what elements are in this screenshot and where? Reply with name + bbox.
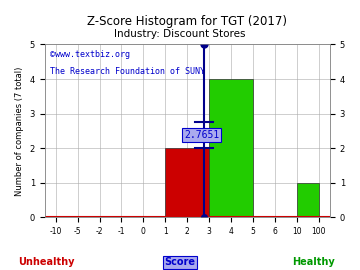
Bar xyxy=(297,183,319,217)
Y-axis label: Number of companies (7 total): Number of companies (7 total) xyxy=(15,66,24,195)
Text: Score: Score xyxy=(165,257,195,267)
Text: ©www.textbiz.org: ©www.textbiz.org xyxy=(50,50,130,59)
Text: Industry: Discount Stores: Industry: Discount Stores xyxy=(114,29,246,39)
Bar xyxy=(209,79,253,217)
Text: Healthy: Healthy xyxy=(292,257,334,267)
Text: 2.7651: 2.7651 xyxy=(184,130,220,140)
Text: The Research Foundation of SUNY: The Research Foundation of SUNY xyxy=(50,67,205,76)
Title: Z-Score Histogram for TGT (2017): Z-Score Histogram for TGT (2017) xyxy=(87,15,287,28)
Text: Unhealthy: Unhealthy xyxy=(19,257,75,267)
Bar xyxy=(165,148,209,217)
